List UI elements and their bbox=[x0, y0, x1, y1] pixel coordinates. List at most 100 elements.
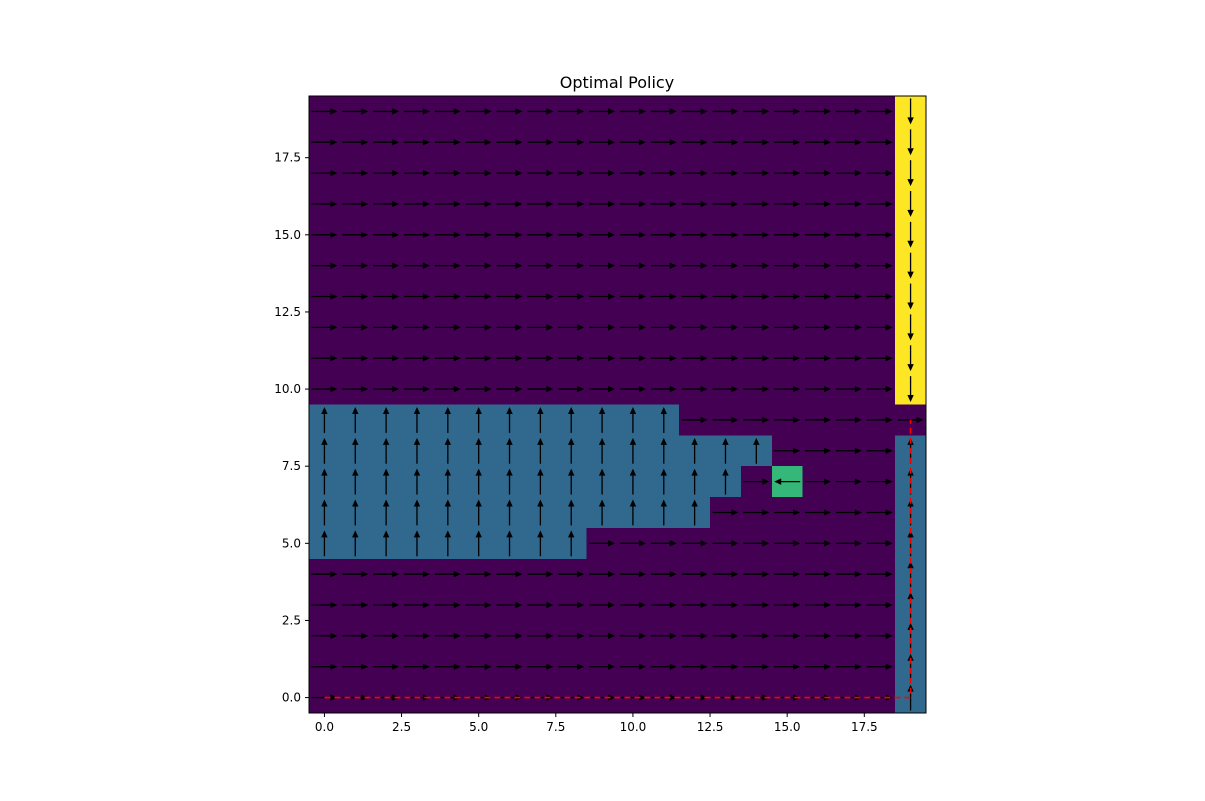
policy-arrow-right bbox=[311, 663, 338, 670]
policy-arrow-right bbox=[743, 509, 770, 516]
policy-arrow-right bbox=[650, 663, 677, 670]
policy-arrow-right bbox=[496, 200, 523, 208]
policy-arrow-right bbox=[465, 108, 492, 115]
y-tick-label: 5.0 bbox=[282, 536, 301, 550]
policy-arrow-right bbox=[342, 355, 369, 362]
policy-arrow-right bbox=[311, 293, 338, 300]
policy-arrow-right bbox=[496, 385, 523, 393]
y-tick-label: 17.5 bbox=[274, 151, 301, 165]
grid-cells bbox=[309, 96, 926, 713]
policy-arrow-right bbox=[866, 262, 893, 269]
policy-arrow-right bbox=[835, 385, 862, 393]
policy-arrow-right bbox=[805, 324, 831, 331]
policy-arrow-right bbox=[496, 139, 523, 146]
policy-arrow-right bbox=[496, 108, 523, 115]
policy-arrow-down bbox=[907, 252, 914, 279]
policy-arrow-right bbox=[311, 324, 338, 331]
policy-arrow-right bbox=[311, 200, 338, 208]
policy-arrow-up bbox=[444, 406, 452, 433]
policy-arrow-right bbox=[342, 200, 369, 208]
policy-arrow-right bbox=[342, 262, 369, 269]
obstacle-region bbox=[309, 404, 680, 436]
policy-arrow-right bbox=[558, 663, 585, 670]
policy-arrow-right bbox=[311, 632, 338, 640]
policy-arrow-right bbox=[373, 355, 400, 362]
policy-arrow-right bbox=[373, 601, 400, 609]
policy-arrow-right bbox=[774, 385, 801, 393]
policy-arrow-right bbox=[558, 601, 585, 609]
policy-arrow-right bbox=[619, 139, 646, 146]
policy-arrow-right bbox=[712, 540, 739, 547]
policy-arrow-right bbox=[650, 200, 677, 208]
policy-arrow-right bbox=[404, 355, 430, 362]
policy-arrow-right bbox=[712, 324, 739, 331]
policy-arrow-right bbox=[866, 601, 893, 609]
policy-arrow-right bbox=[805, 169, 831, 177]
policy-arrow-right bbox=[866, 355, 893, 362]
policy-arrow-right bbox=[373, 293, 400, 300]
policy-arrow-right bbox=[434, 200, 461, 208]
policy-arrow-right bbox=[650, 108, 677, 115]
policy-arrow-right bbox=[404, 632, 430, 640]
policy-arrow-right bbox=[681, 416, 708, 424]
policy-arrow-down bbox=[907, 221, 914, 248]
policy-arrow-right bbox=[589, 108, 616, 115]
policy-arrow-up bbox=[506, 468, 513, 495]
policy-arrow-right bbox=[465, 262, 492, 269]
path-line bbox=[324, 419, 912, 699]
policy-arrow-right bbox=[866, 570, 893, 578]
policy-arrow-right bbox=[835, 601, 862, 609]
policy-arrow-right bbox=[558, 139, 585, 146]
policy-arrow-right bbox=[496, 231, 523, 239]
policy-arrow-right bbox=[434, 601, 461, 609]
policy-arrow-right bbox=[712, 385, 739, 393]
policy-arrow-right bbox=[681, 632, 708, 640]
obstacle-region bbox=[309, 466, 741, 498]
policy-arrow-up bbox=[352, 530, 359, 557]
policy-arrow-up bbox=[537, 530, 544, 557]
policy-arrow-right bbox=[404, 200, 430, 208]
policy-arrow-up bbox=[537, 406, 544, 433]
policy-arrow-right bbox=[866, 663, 893, 670]
policy-arrow-up bbox=[506, 437, 513, 464]
policy-arrow-up bbox=[753, 437, 760, 464]
policy-arrow-right bbox=[342, 632, 369, 640]
chart-title: Optimal Policy bbox=[560, 73, 674, 92]
policy-arrow-up bbox=[413, 406, 421, 433]
policy-arrow-right bbox=[558, 324, 585, 331]
policy-arrow-right bbox=[805, 139, 831, 146]
policy-arrow-right bbox=[866, 385, 893, 393]
policy-arrow-right bbox=[496, 663, 523, 670]
policy-arrow-right bbox=[681, 139, 708, 146]
policy-arrow-up bbox=[321, 437, 328, 464]
policy-arrow-right bbox=[681, 570, 708, 578]
policy-arrow-right bbox=[650, 540, 677, 547]
policy-arrow-right bbox=[681, 169, 708, 177]
policy-arrow-right bbox=[743, 570, 770, 578]
policy-arrow-right bbox=[465, 139, 492, 146]
policy-arrow-right bbox=[619, 632, 646, 640]
policy-arrow-right bbox=[650, 385, 677, 393]
policy-arrow-right bbox=[712, 509, 739, 516]
policy-arrow-right bbox=[465, 570, 492, 578]
policy-arrow-right bbox=[589, 570, 616, 578]
policy-arrow-up bbox=[321, 499, 328, 526]
policy-arrow-right bbox=[712, 262, 739, 269]
policy-arrow-right bbox=[619, 324, 646, 331]
policy-arrow-right bbox=[866, 139, 893, 146]
policy-arrow-right bbox=[465, 324, 492, 331]
policy-arrow-right bbox=[558, 108, 585, 115]
policy-arrow-right bbox=[589, 293, 616, 300]
policy-arrow-up bbox=[475, 437, 482, 464]
policy-arrow-up bbox=[352, 437, 359, 464]
policy-arrow-right bbox=[774, 663, 801, 670]
x-tick-label: 0.0 bbox=[315, 720, 334, 734]
policy-arrow-right bbox=[342, 601, 369, 609]
policy-arrow-right bbox=[650, 355, 677, 362]
policy-arrow-down bbox=[907, 345, 914, 372]
policy-arrow-right bbox=[866, 416, 893, 424]
policy-arrow-right bbox=[743, 632, 770, 640]
policy-arrow-down bbox=[907, 160, 914, 187]
policy-arrow-right bbox=[835, 355, 862, 362]
policy-arrow-right bbox=[589, 355, 616, 362]
